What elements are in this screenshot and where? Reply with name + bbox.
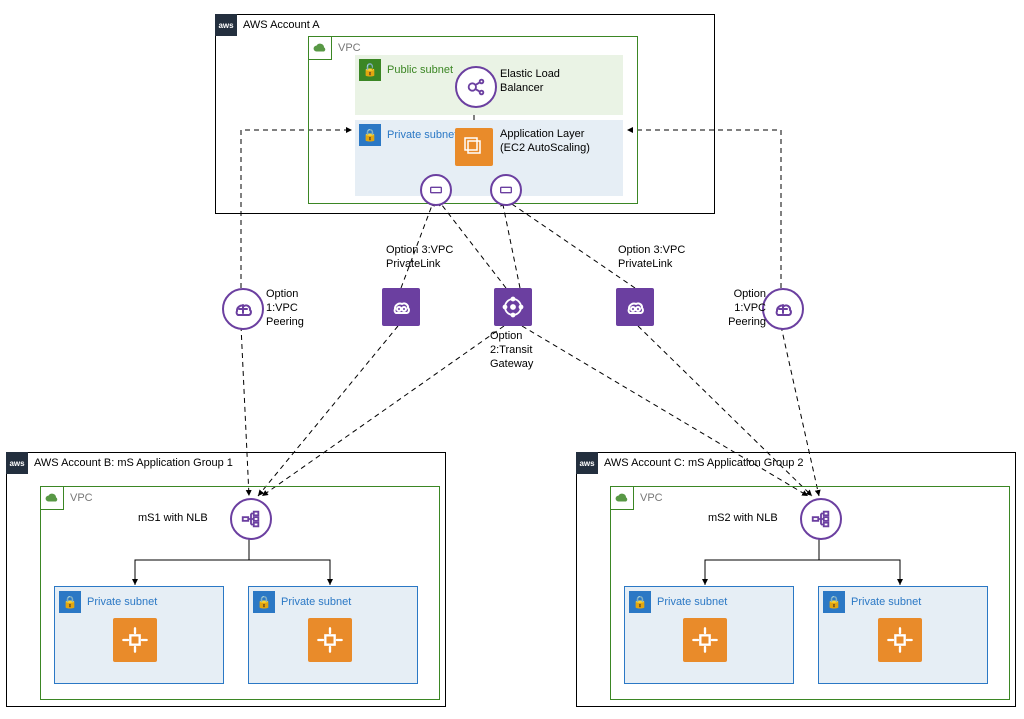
elb-icon xyxy=(455,66,497,108)
vpc-peering-right-icon xyxy=(762,288,804,330)
lock-closed-icon: 🔒 xyxy=(629,591,651,613)
account-a-title: aws AWS Account A xyxy=(215,14,320,36)
app-layer-label: Application Layer (EC2 AutoScaling) xyxy=(500,128,610,156)
vpc-a-title: VPC xyxy=(308,36,361,60)
eni-2-icon xyxy=(490,174,522,206)
privatelink-left-label: Option 3:VPC PrivateLink xyxy=(386,244,456,272)
tgw-label: Option 2:Transit Gateway xyxy=(490,330,560,371)
eni-1-icon xyxy=(420,174,452,206)
account-a-label: AWS Account A xyxy=(243,19,320,31)
lock-closed-icon: 🔒 xyxy=(253,591,275,613)
lock-closed-icon: 🔒 xyxy=(59,591,81,613)
ps-c2-label: Private subnet xyxy=(851,596,921,608)
aws-logo-icon: aws xyxy=(6,452,28,474)
account-b-title: aws AWS Account B: mS Application Group … xyxy=(6,452,233,474)
vpc-a-label: VPC xyxy=(338,42,361,54)
privatelink-left-icon xyxy=(382,288,420,326)
account-b-label: AWS Account B: mS Application Group 1 xyxy=(34,457,233,469)
privatelink-right-icon xyxy=(616,288,654,326)
aws-logo-icon: aws xyxy=(215,14,237,36)
vpc-c-label: VPC xyxy=(640,492,663,504)
vpc-peering-left-icon xyxy=(222,288,264,330)
vpc-b-label: VPC xyxy=(70,492,93,504)
lock-closed-icon: 🔒 xyxy=(359,124,381,146)
public-subnet-label: Public subnet xyxy=(387,64,453,76)
private-subnet-label: Private subnet xyxy=(387,129,457,141)
transit-gateway-icon xyxy=(494,288,532,326)
nlb-c-icon xyxy=(800,498,842,540)
vpc-cloud-icon xyxy=(610,486,634,510)
ec2-autoscaling-icon xyxy=(455,128,493,166)
privatelink-right-label: Option 3:VPC PrivateLink xyxy=(618,244,688,272)
account-c-title: aws AWS Account C: mS Application Group … xyxy=(576,452,804,474)
nlb-b-label: mS1 with NLB xyxy=(138,512,208,526)
ec2-b2-icon xyxy=(308,618,352,662)
ps-b1-label: Private subnet xyxy=(87,596,157,608)
elb-label: Elastic Load Balancer xyxy=(500,68,600,96)
lock-open-icon: 🔓 xyxy=(359,59,381,81)
ec2-c1-icon xyxy=(683,618,727,662)
ec2-b1-icon xyxy=(113,618,157,662)
vpc-b-title: VPC xyxy=(40,486,93,510)
peering-right-label: Option 1:VPC Peering xyxy=(716,288,766,329)
ps-c1-label: Private subnet xyxy=(657,596,727,608)
ps-b2-label: Private subnet xyxy=(281,596,351,608)
vpc-c-title: VPC xyxy=(610,486,663,510)
nlb-b-icon xyxy=(230,498,272,540)
aws-logo-icon: aws xyxy=(576,452,598,474)
peering-left-label: Option 1:VPC Peering xyxy=(266,288,326,329)
lock-closed-icon: 🔒 xyxy=(823,591,845,613)
nlb-c-label: mS2 with NLB xyxy=(708,512,778,526)
account-c-label: AWS Account C: mS Application Group 2 xyxy=(604,457,804,469)
vpc-cloud-icon xyxy=(308,36,332,60)
vpc-cloud-icon xyxy=(40,486,64,510)
ec2-c2-icon xyxy=(878,618,922,662)
